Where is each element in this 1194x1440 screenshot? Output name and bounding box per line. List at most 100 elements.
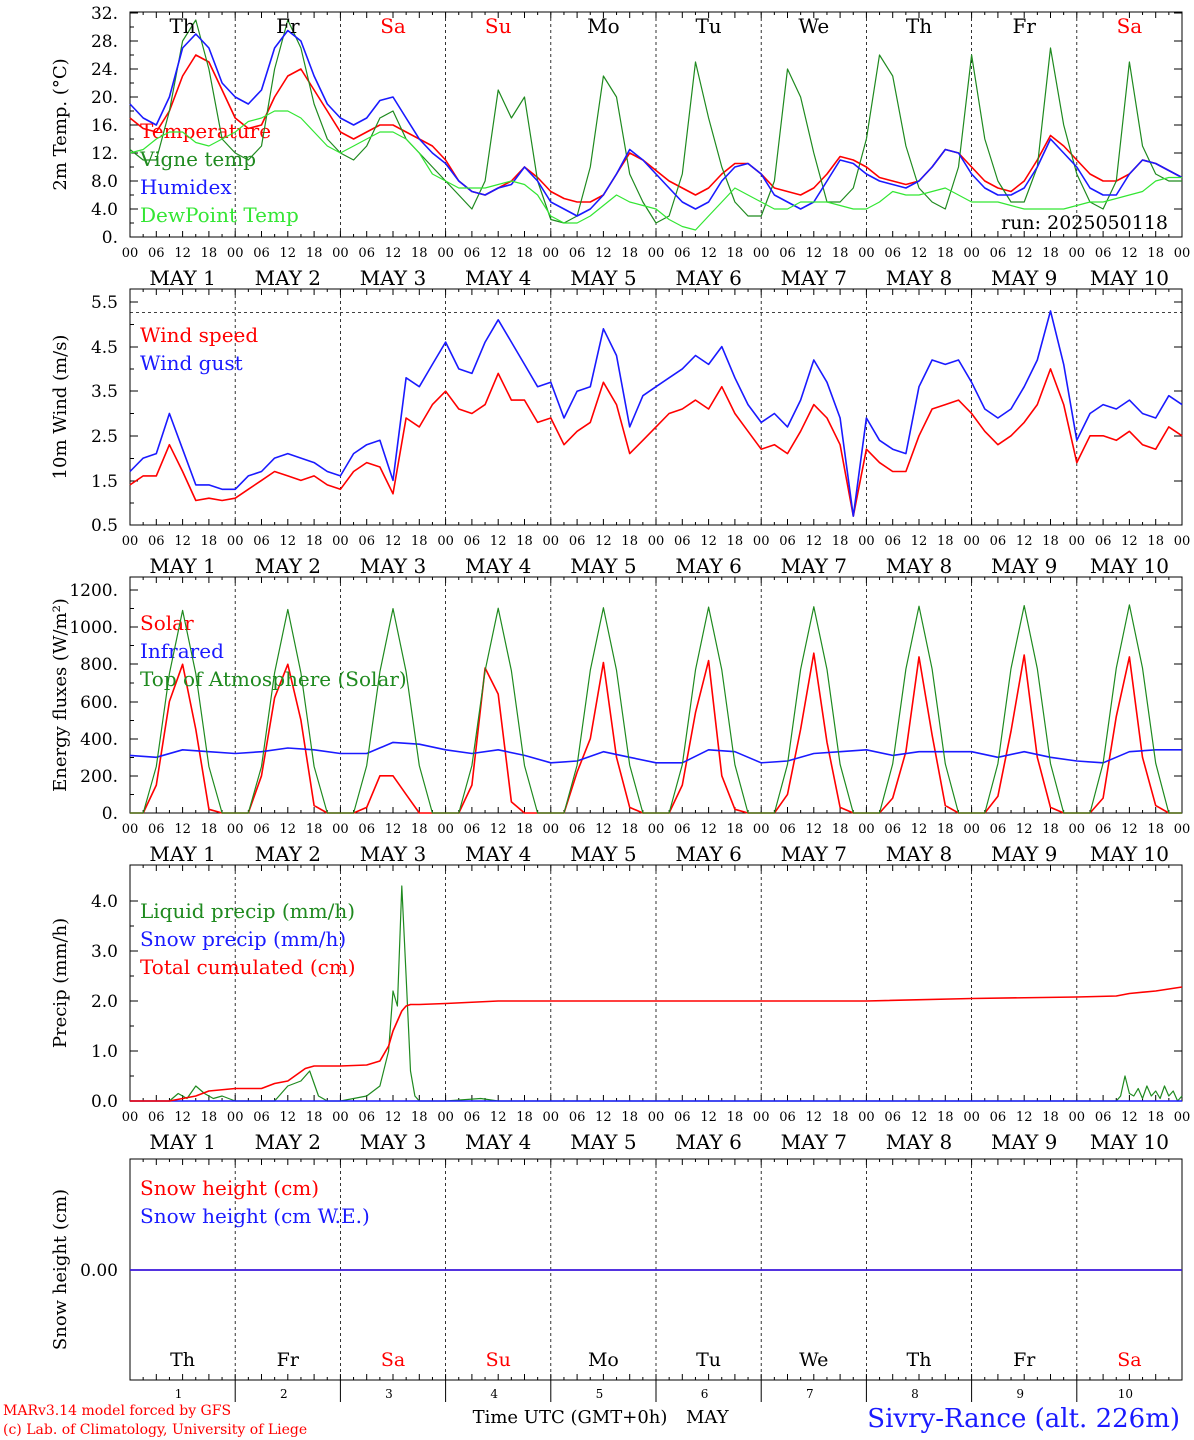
hour-label: 12 (911, 822, 928, 837)
hour-label: 18 (832, 534, 849, 549)
hour-label: 12 (911, 246, 928, 261)
hour-label: 18 (937, 822, 954, 837)
day-of-week-label: Su (485, 14, 512, 38)
hour-label: 00 (227, 246, 244, 261)
hour-label: 00 (858, 534, 875, 549)
day-of-week-label: Sa (381, 1349, 405, 1371)
hour-label: 18 (1042, 534, 1059, 549)
hour-label: 06 (674, 534, 691, 549)
hour-label: 12 (595, 246, 612, 261)
hour-label: 00 (437, 822, 454, 837)
hour-label: 12 (280, 1110, 297, 1125)
y-tick-label: 24. (91, 60, 118, 80)
day-of-week-label: Sa (1117, 14, 1143, 38)
hour-label: 00 (122, 822, 139, 837)
hour-label: 06 (884, 534, 901, 549)
hour-label: 00 (227, 534, 244, 549)
hour-label: 12 (806, 534, 823, 549)
hour-label: 00 (543, 246, 560, 261)
y-tick-label: 0.0 (91, 1092, 118, 1112)
hour-label: 00 (753, 534, 770, 549)
date-label: MAY 9 (991, 842, 1057, 866)
y-tick-label: 2.0 (91, 992, 118, 1012)
hour-label: 18 (1147, 246, 1164, 261)
hour-label: 18 (832, 246, 849, 261)
hour-label: 00 (543, 534, 560, 549)
date-label: MAY 5 (570, 266, 636, 290)
hour-label: 06 (990, 246, 1007, 261)
hour-label: 00 (1069, 822, 1086, 837)
day-of-week-label: Sa (1117, 1349, 1141, 1371)
hour-label: 00 (1174, 246, 1191, 261)
day-of-week-label: We (799, 1349, 828, 1371)
y-tick-label: 1000. (69, 618, 118, 638)
day-of-week-label: Su (486, 1349, 511, 1371)
hour-label: 18 (832, 822, 849, 837)
y-tick-label: 3.0 (91, 942, 118, 962)
date-label: MAY 5 (570, 842, 636, 866)
date-label: MAY 9 (991, 266, 1057, 290)
series-line-precip-2 (130, 986, 1183, 1102)
hour-label: 18 (411, 822, 428, 837)
footer-lab: (c) Lab. of Climatology, University of L… (3, 1422, 307, 1438)
hour-label: 00 (1069, 1110, 1086, 1125)
hour-label: 00 (122, 246, 139, 261)
hour-label: 06 (464, 246, 481, 261)
date-label: MAY 6 (675, 842, 741, 866)
footer-model: MARv3.14 model forced by GFS (3, 1403, 231, 1419)
date-label: MAY 1 (149, 266, 215, 290)
hour-label: 06 (779, 534, 796, 549)
hour-label: 06 (1095, 1110, 1112, 1125)
series-line-temp-2 (129, 29, 1183, 217)
hour-label: 00 (1174, 534, 1191, 549)
date-label: MAY 5 (570, 554, 636, 578)
legend-entry: Total cumulated (cm) (140, 955, 356, 979)
hour-label: 06 (779, 822, 796, 837)
hour-label: 12 (1121, 246, 1138, 261)
day-number-label: 7 (806, 1387, 814, 1401)
hour-label: 06 (358, 822, 375, 837)
legend-entry: DewPoint Temp (140, 203, 299, 227)
y-tick-label: 28. (91, 32, 118, 52)
date-label: MAY 10 (1090, 842, 1169, 866)
day-of-week-label: Fr (1012, 14, 1036, 38)
hour-label: 00 (437, 246, 454, 261)
hour-label: 06 (779, 1110, 796, 1125)
hour-label: 12 (1121, 534, 1138, 549)
legend-entry: Infrared (140, 639, 224, 663)
panel-precip: 0.0 1.0 2.0 3.0 4.0 Precip (mm/h) Liquid preci… (50, 864, 1190, 1154)
hour-label: 18 (1147, 1110, 1164, 1125)
hour-label: 06 (990, 534, 1007, 549)
day-number-label: 8 (911, 1387, 919, 1401)
y-tick-label: 1200. (69, 581, 118, 601)
y-tick-label: 4.5 (91, 338, 118, 358)
hour-label: 12 (280, 534, 297, 549)
hour-label: 12 (174, 822, 191, 837)
hour-label: 00 (1069, 246, 1086, 261)
hour-label: 18 (727, 534, 744, 549)
hour-label: 06 (1095, 246, 1112, 261)
hour-label: 18 (832, 1110, 849, 1125)
hour-label: 00 (858, 1110, 875, 1125)
y-tick-label: 2.5 (91, 427, 118, 447)
day-of-week-label: Th (170, 1349, 195, 1371)
hour-label: 18 (1147, 822, 1164, 837)
day-of-week-label: Th (907, 1349, 932, 1371)
y-tick-label: 5.5 (91, 293, 118, 313)
hour-label: 00 (753, 822, 770, 837)
hour-label: 06 (148, 534, 165, 549)
hour-label: 12 (1016, 534, 1033, 549)
legend-entry: Snow precip (mm/h) (140, 927, 346, 951)
date-label: MAY 8 (886, 842, 952, 866)
date-label: MAY 2 (255, 842, 321, 866)
panel-snow: 0.00 Snow height (cm) Snow height (cm) Snow… (50, 1158, 1183, 1402)
hour-label: 00 (543, 822, 560, 837)
legend-entry: Wind gust (140, 351, 243, 375)
hour-label: 12 (280, 822, 297, 837)
legend-entry: Humidex (140, 175, 232, 199)
hour-label: 12 (911, 1110, 928, 1125)
hour-label: 06 (569, 822, 586, 837)
hour-label: 18 (201, 534, 218, 549)
hour-label: 12 (490, 246, 507, 261)
